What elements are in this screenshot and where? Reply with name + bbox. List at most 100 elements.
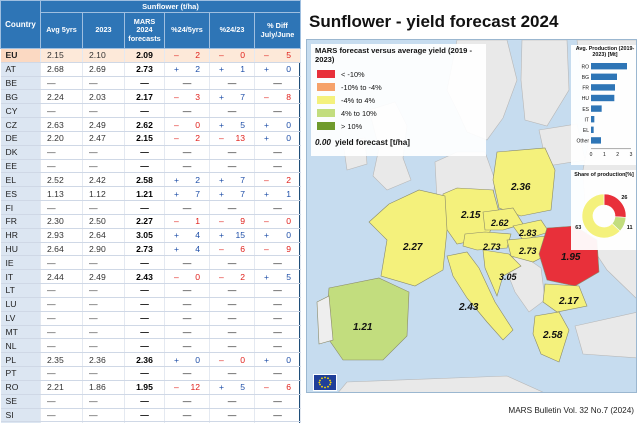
value: 2 — [195, 64, 200, 75]
country-code: DE — [0, 131, 41, 146]
country-code: SK — [0, 421, 41, 423]
map-label-czechia: 2.62 — [490, 218, 509, 228]
land-turkey — [574, 312, 636, 359]
legend-swatch — [317, 83, 335, 91]
production-bar — [591, 137, 601, 144]
country-code: PT — [0, 366, 41, 381]
avg-5yrs: — — [40, 103, 83, 119]
value: 5 — [240, 119, 245, 130]
value: — — [273, 396, 282, 407]
table-row: SI — — — — — — — [0, 408, 302, 423]
value: 5 — [286, 50, 292, 61]
value: 9 — [286, 244, 292, 254]
value: — — [273, 105, 282, 116]
avg-5yrs: 2.24 — [40, 89, 83, 105]
sign: + — [264, 271, 270, 282]
country-code: SI — [0, 408, 41, 423]
production-bars: RO BG FR HU ES IT EL Other 0 1 2 3 — [576, 63, 633, 158]
country-code: FR — [0, 214, 41, 229]
forecast-2024: 2.83 — [124, 421, 165, 423]
group-header: Sunflower (t/ha) — [39, 0, 302, 13]
sign: – — [219, 271, 224, 282]
pct-vs-5yrs: +4 — [164, 228, 210, 243]
legend-title: MARS forecast versus average yield (2019… — [315, 46, 473, 64]
country-header: Country — [0, 0, 41, 49]
table-row: EE — — — — — — — [0, 159, 302, 174]
sign: + — [264, 64, 270, 75]
table-row: IE — — — — — — — [0, 255, 302, 271]
value: — — [227, 340, 237, 351]
production-country-label: IT — [585, 117, 589, 123]
pct-vs-2023: –6 — [209, 242, 255, 257]
value: 2 — [286, 174, 292, 185]
forecast-2024: — — [124, 366, 165, 381]
avg-5yrs: — — [40, 408, 83, 423]
sign: – — [264, 91, 269, 102]
sign: + — [174, 174, 180, 185]
value: 8 — [286, 91, 292, 102]
pct-vs-2023: –13 — [209, 131, 255, 146]
country-code: HR — [0, 228, 41, 243]
table-row: BE — — — — — — — [0, 76, 302, 91]
value: 2 — [195, 50, 200, 61]
forecast-2024: — — [124, 408, 165, 423]
yield-2023: 2.10 — [82, 48, 125, 63]
legend-label: > 10% — [341, 121, 363, 131]
yield-2023: — — [82, 394, 125, 409]
value: 4 — [195, 230, 200, 241]
pct-vs-2023: +7 — [209, 172, 255, 188]
avg-5yrs: — — [40, 145, 83, 160]
value: 2 — [240, 271, 245, 282]
map-label-italy: 2.43 — [458, 302, 479, 313]
forecast-2024: — — [124, 76, 165, 91]
region-poland — [492, 147, 556, 217]
table-row: NL — — — — — — — [0, 338, 302, 354]
pct-diff-july-june: — — [254, 283, 302, 298]
value: 9 — [240, 216, 245, 227]
sign: + — [264, 119, 270, 130]
pct-vs-2023: — — [209, 159, 255, 174]
pct-diff-july-june: — — [254, 366, 302, 381]
value: — — [182, 409, 192, 420]
pct-diff-july-june: –5 — [254, 48, 302, 63]
country-code: CY — [0, 103, 41, 119]
pct-diff-july-june: — — [254, 325, 302, 340]
region-spain — [324, 277, 410, 361]
pct-vs-5yrs: –1 — [164, 214, 210, 229]
value: — — [182, 78, 192, 89]
value: — — [273, 161, 282, 172]
legend-swatch — [317, 70, 335, 78]
forecast-2024: — — [124, 297, 165, 312]
forecast-2024: — — [124, 200, 165, 215]
value: — — [227, 368, 237, 379]
value: — — [182, 105, 192, 116]
production-tick-label: 3 — [630, 152, 633, 158]
yield-2023: — — [82, 311, 125, 326]
table-row: PL 2.35 2.36 2.36 +0–0 +0 — [0, 352, 302, 368]
map-area: 2.36 2.15 2.62 2.83 2.27 2.73 2.73 1.95 … — [306, 39, 637, 393]
pct-diff-july-june: –6 — [254, 380, 302, 395]
sign: + — [219, 382, 225, 393]
table-row: ES 1.13 1.12 1.21 +7 +7 +1 — [0, 186, 302, 202]
share-chart: Share of production[%] 26 11 63 — [571, 170, 636, 250]
region-austria — [462, 231, 512, 251]
pct-diff-july-june: — — [254, 297, 302, 312]
value: — — [273, 326, 282, 337]
country-code: EU — [0, 48, 41, 63]
production-tick-label: 0 — [590, 152, 593, 158]
yield-2023: — — [82, 325, 125, 340]
legend-label: 4% to 10% — [341, 108, 377, 118]
value: — — [227, 161, 237, 172]
value: 13 — [235, 133, 245, 144]
sign: + — [264, 354, 270, 365]
production-country-label: Other — [576, 139, 589, 145]
sign: + — [174, 188, 180, 199]
production-bar — [591, 63, 627, 70]
legend-item-minus4-4: -4% to 4% — [317, 95, 375, 105]
avg-5yrs: 1.13 — [40, 186, 83, 202]
forecast-2024: — — [124, 145, 165, 160]
sign: – — [264, 216, 269, 227]
pct-vs-2023: — — [209, 311, 255, 326]
forecast-2024: — — [124, 338, 165, 354]
value: — — [227, 313, 237, 324]
